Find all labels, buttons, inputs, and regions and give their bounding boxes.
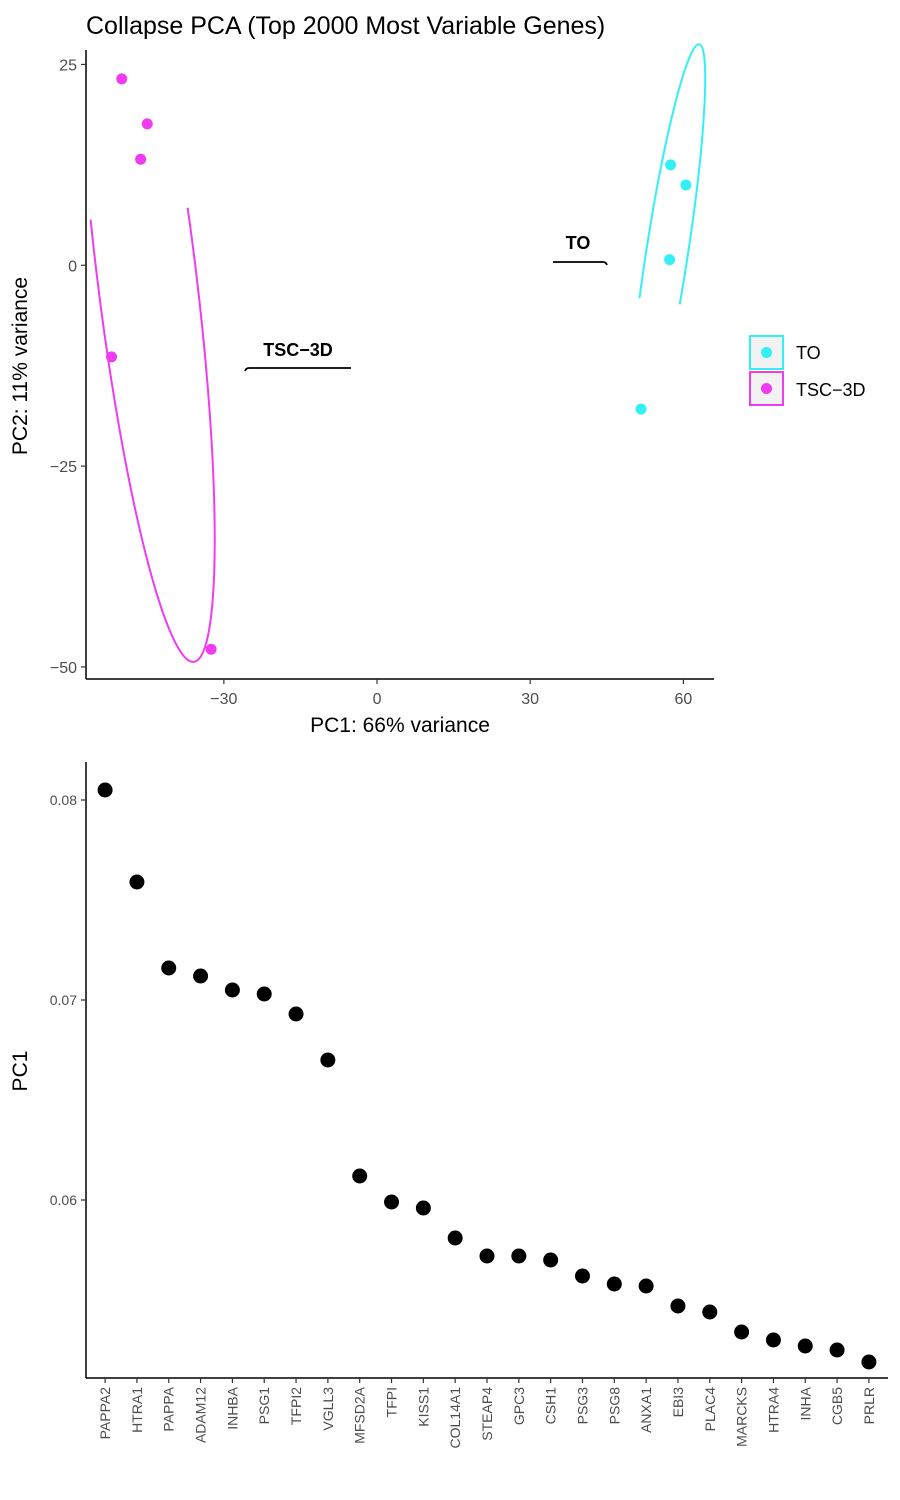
loading-point (511, 1248, 527, 1264)
loading-points (97, 782, 877, 1370)
loading-point (829, 1342, 845, 1358)
loading-point (797, 1338, 813, 1354)
loading-point (193, 968, 209, 984)
gene-label: PAPPA (161, 1386, 177, 1431)
confidence-ellipses (77, 43, 707, 663)
tsc3d-group-label: TSC−3D (244, 340, 351, 372)
to-label-bracket (553, 261, 608, 266)
gene-label: COL14A1 (447, 1387, 463, 1449)
loadings-x-ticks: PAPPA2 HTRA1 PAPPA ADAM12 INHBA PSG1 TFPI2 VGLL… (97, 1378, 877, 1448)
gene-label: STEAP4 (479, 1387, 495, 1441)
gene-label: MFSD2A (352, 1386, 368, 1443)
ellipse-tsc3d (77, 186, 216, 663)
loadings-y-tick-label: 0.07 (50, 992, 77, 1008)
tsc3d-label-text: TSC−3D (263, 340, 333, 360)
gene-label: ANXA1 (638, 1387, 654, 1433)
pca-point-to (680, 179, 692, 191)
loadings-panel: 0.08 0.07 0.06 PAPPA2 HTRA1 PAPPA ADAM12 INHBA… (9, 762, 888, 1448)
gene-label: PSG3 (574, 1387, 590, 1425)
to-group-label: TO (553, 233, 608, 266)
legend-dot-to (761, 347, 772, 358)
loading-point (765, 1332, 781, 1348)
pca-y-tick-label: −25 (50, 459, 77, 476)
loadings-y-ticks: 0.08 0.07 0.06 (50, 792, 86, 1208)
loading-point (224, 982, 240, 998)
loading-point (129, 874, 145, 890)
loading-point (352, 1168, 368, 1184)
to-label-text: TO (566, 233, 591, 253)
loading-point (670, 1298, 686, 1314)
loading-point (97, 782, 113, 798)
loading-point (320, 1052, 336, 1068)
loading-point (606, 1276, 622, 1292)
ellipse-to (627, 43, 707, 333)
pca-points (106, 73, 692, 655)
legend-label-tsc3d: TSC−3D (796, 380, 866, 400)
legend-item-tsc3d: TSC−3D (749, 371, 866, 406)
loading-point (734, 1324, 750, 1340)
legend-dot-tsc3d (761, 383, 772, 394)
pca-title: Collapse PCA (Top 2000 Most Variable Gen… (86, 12, 605, 40)
gene-label: ADAM12 (193, 1387, 209, 1443)
gene-label: TFPI (384, 1387, 400, 1417)
loading-point (638, 1278, 654, 1294)
loading-point (415, 1200, 431, 1216)
loadings-y-tick-label: 0.08 (50, 792, 77, 808)
pca-x-tick-label: −30 (210, 691, 237, 708)
gene-label: HTRA4 (765, 1387, 781, 1433)
gene-label: CSH1 (543, 1387, 559, 1425)
gene-label: HTRA1 (129, 1387, 145, 1433)
gene-label: VGLL3 (320, 1387, 336, 1431)
pca-y-axis-title: PC2: 11% variance (9, 277, 32, 455)
loading-point (543, 1252, 559, 1268)
pca-point-to (664, 254, 676, 266)
pca-point-tsc3d (106, 351, 118, 363)
pca-panel: Collapse PCA (Top 2000 Most Variable Gen… (9, 12, 866, 737)
pca-point-tsc3d (205, 643, 217, 655)
gene-label: PAPPA2 (97, 1387, 113, 1440)
pca-y-tick-label: 25 (59, 57, 77, 74)
tsc3d-label-bracket (244, 367, 351, 372)
pca-point-to (635, 403, 647, 415)
gene-label: INHA (797, 1386, 813, 1420)
pca-x-ticks: −30 0 30 60 (210, 679, 692, 708)
gene-label: MARCKS (734, 1387, 750, 1447)
pca-point-to (665, 159, 677, 171)
loadings-y-tick-label: 0.06 (50, 1192, 77, 1208)
legend-item-to: TO (749, 335, 821, 370)
pca-x-tick-label: 60 (674, 691, 692, 708)
loadings-y-axis-title: PC1 (9, 1051, 32, 1092)
gene-label: PRLR (861, 1387, 877, 1424)
gene-label: PSG1 (256, 1387, 272, 1425)
pca-legend: TO TSC−3D (749, 335, 866, 406)
pca-point-tsc3d (135, 153, 147, 165)
gene-label: TFPI2 (288, 1387, 304, 1425)
gene-label: PLAC4 (702, 1387, 718, 1432)
legend-label-to: TO (796, 343, 821, 363)
pca-y-ticks: 25 0 −25 −50 (50, 57, 86, 677)
gene-label: INHBA (224, 1386, 240, 1429)
loading-point (256, 986, 272, 1002)
loading-point (574, 1268, 590, 1284)
loading-point (161, 960, 177, 976)
loading-point (288, 1006, 304, 1022)
loading-point (384, 1194, 400, 1210)
gene-label: CGB5 (829, 1387, 845, 1425)
pca-point-tsc3d (141, 118, 153, 130)
pca-x-axis-title: PC1: 66% variance (310, 714, 490, 737)
pca-point-tsc3d (116, 73, 128, 85)
gene-label: GPC3 (511, 1387, 527, 1425)
loading-point (861, 1354, 877, 1370)
gene-label: PSG8 (606, 1387, 622, 1425)
pca-x-tick-label: 0 (373, 691, 382, 708)
loading-point (479, 1248, 495, 1264)
loading-point (702, 1304, 718, 1320)
pca-x-tick-label: 30 (521, 691, 539, 708)
gene-label: EBI3 (670, 1387, 686, 1418)
pca-y-tick-label: 0 (68, 258, 77, 275)
pca-y-tick-label: −50 (50, 660, 77, 677)
gene-label: KISS1 (415, 1387, 431, 1427)
loading-point (447, 1230, 463, 1246)
